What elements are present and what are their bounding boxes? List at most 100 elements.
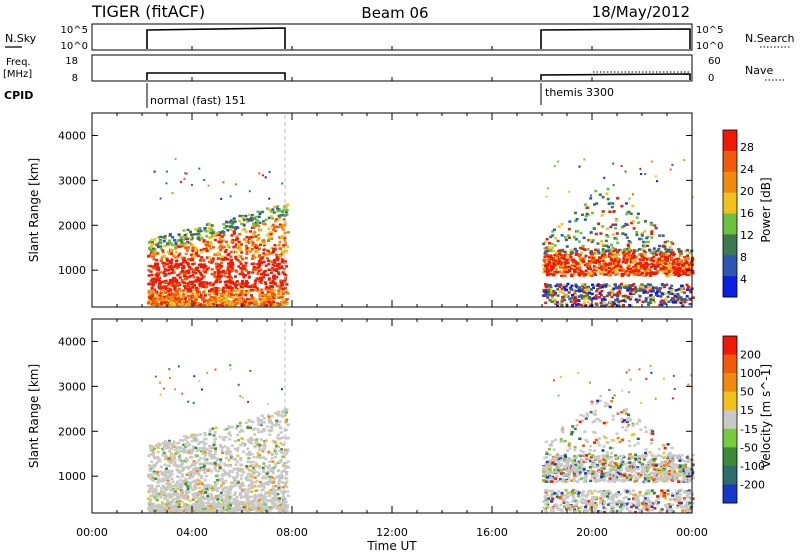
power-data-cell — [285, 283, 289, 286]
power-data-cell — [594, 294, 598, 297]
velocity-data-cell — [261, 470, 265, 473]
power-data-cell — [242, 238, 246, 241]
power-data-cell — [588, 304, 592, 307]
power-data-cell — [592, 251, 596, 255]
velocity-data-cell — [257, 498, 261, 502]
velocity-data-cell — [256, 452, 260, 455]
power-data-cell — [609, 225, 613, 229]
power-data-cell — [217, 272, 221, 275]
power-data-cell — [171, 192, 174, 195]
power-data-cell — [226, 291, 230, 294]
power-data-cell — [558, 302, 562, 306]
velocity-data-cell — [202, 448, 206, 452]
power-data-cell — [664, 254, 668, 257]
nsky-left-tick-bottom: 10^0 — [61, 41, 88, 52]
power-data-cell — [170, 271, 174, 275]
power-data-cell — [222, 223, 226, 226]
power-data-cell — [277, 289, 281, 293]
power-data-cell — [213, 271, 217, 274]
power-data-cell — [155, 292, 159, 296]
velocity-data-cell — [285, 480, 289, 483]
power-data-cell — [640, 286, 644, 290]
velocity-data-cell — [165, 500, 169, 503]
power-data-cell — [258, 210, 262, 214]
power-data-cell — [651, 296, 655, 299]
power-data-cell — [154, 262, 158, 266]
power-data-cell — [238, 272, 242, 276]
velocity-data-cell — [247, 503, 251, 506]
power-data-cell — [590, 253, 594, 256]
power-data-cell — [172, 278, 176, 282]
power-data-cell — [616, 266, 620, 269]
power-data-cell — [564, 271, 568, 274]
power-data-cell — [543, 247, 547, 250]
power-data-cell — [593, 203, 597, 206]
power-data-cell — [676, 270, 680, 274]
nsky-panel: N.Sky 10^5 10^0 10^5 10^0 N.Search — [5, 23, 795, 52]
power-data-cell — [552, 265, 556, 268]
velocity-data-cell — [175, 495, 179, 498]
velocity-data-cell — [189, 435, 193, 439]
power-data-cell — [626, 263, 630, 266]
velocity-data-cell — [165, 482, 169, 485]
power-data-cell — [158, 286, 162, 290]
velocity-data-cell — [268, 494, 272, 498]
velocity-data-cell — [228, 434, 232, 437]
power-data-cell — [628, 197, 631, 200]
velocity-data-cell — [198, 440, 202, 444]
velocity-data-cell — [216, 498, 220, 501]
power-data-cell — [223, 274, 227, 277]
power-colorbar-tick: 4 — [740, 273, 747, 286]
power-data-cell — [687, 271, 691, 275]
power-data-cell — [187, 289, 191, 292]
power-data-cell — [280, 210, 284, 213]
power-data-cell — [244, 269, 248, 272]
velocity-data-cell — [157, 479, 161, 483]
velocity-data-cell — [200, 489, 204, 492]
power-data-cell — [615, 232, 619, 235]
power-data-cell — [203, 289, 207, 292]
power-data-cell — [197, 301, 201, 305]
power-data-cell — [183, 281, 187, 284]
velocity-data-cell — [201, 507, 205, 511]
power-data-cell — [667, 267, 671, 270]
power-data-cell — [547, 246, 551, 250]
power-data-cell — [199, 296, 203, 299]
power-data-cell — [542, 242, 546, 246]
velocity-data-cell — [270, 452, 274, 455]
power-data-cell — [644, 273, 648, 276]
power-data-cell — [601, 270, 605, 274]
velocity-data-cell — [206, 462, 210, 465]
power-data-cell — [151, 253, 155, 257]
power-data-cell — [221, 255, 225, 259]
power-data-cell — [254, 235, 258, 238]
power-data-cell — [671, 163, 674, 166]
velocity-data-cell — [204, 509, 208, 512]
velocity-data-cell — [220, 496, 224, 499]
power-data-cell — [200, 256, 204, 259]
power-data-cell — [607, 252, 611, 256]
velocity-data-cell — [226, 446, 230, 450]
power-data-cell — [573, 301, 577, 305]
velocity-data-cell — [266, 466, 270, 470]
velocity-data-cell — [167, 446, 171, 450]
power-data-cell — [605, 192, 609, 195]
power-data-cell — [204, 243, 208, 246]
power-data-cell — [546, 270, 550, 273]
power-data-cell — [250, 301, 254, 304]
power-data-cell — [198, 167, 201, 170]
power-data-cell — [153, 238, 157, 241]
power-data-cell — [548, 283, 552, 287]
power-data-cell — [221, 239, 225, 242]
power-data-cell — [252, 268, 256, 271]
velocity-data-cell — [219, 504, 223, 507]
velocity-data-cell — [199, 498, 203, 502]
power-data-cell — [645, 291, 649, 294]
power-data-cell — [283, 239, 287, 242]
power-data-cell — [249, 230, 253, 233]
power-data-cell — [600, 214, 604, 217]
velocity-data-cell — [286, 504, 290, 507]
velocity-data-cell — [244, 495, 248, 498]
velocity-data-cell — [245, 509, 249, 512]
velocity-data-cell — [284, 420, 288, 424]
